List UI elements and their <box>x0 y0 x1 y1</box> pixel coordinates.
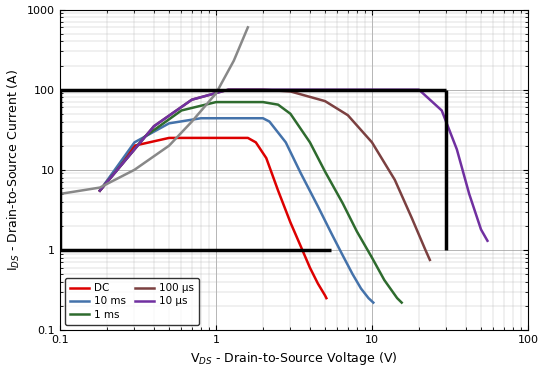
X-axis label: V$_{DS}$ - Drain-to-Source Voltage (V): V$_{DS}$ - Drain-to-Source Voltage (V) <box>190 351 398 367</box>
Legend: DC, 10 ms, 1 ms, 100 μs, 10 μs: DC, 10 ms, 1 ms, 100 μs, 10 μs <box>65 278 199 325</box>
Y-axis label: I$_{DS}$ - Drain-to-Source Current (A): I$_{DS}$ - Drain-to-Source Current (A) <box>5 69 22 271</box>
